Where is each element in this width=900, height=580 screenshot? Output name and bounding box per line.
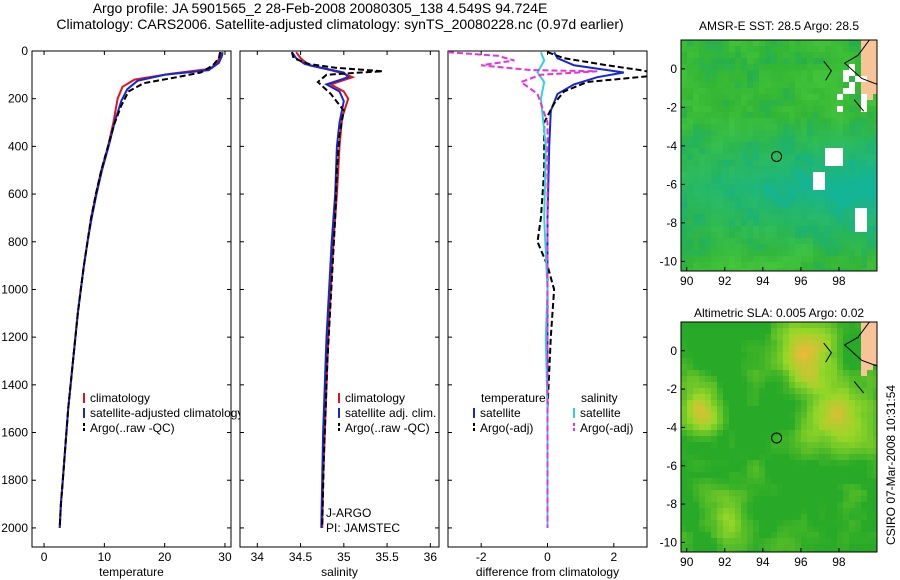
coastline bbox=[843, 322, 877, 367]
map-y-tick-label: -2 bbox=[666, 382, 677, 396]
map-y-tick-label: -10 bbox=[660, 254, 678, 268]
x-tick-label: -2 bbox=[476, 550, 487, 564]
profile-panels: 0 10 20 30020040060080010001200140016001800… bbox=[1, 44, 648, 579]
x-tick-label: 0 bbox=[41, 550, 48, 564]
map-title: AMSR-E SST: 28.5 Argo: 28.5 bbox=[699, 19, 859, 33]
y-tick-label: 200 bbox=[8, 92, 28, 106]
x-tick-label: 20 bbox=[158, 550, 172, 564]
island-outline bbox=[853, 381, 865, 394]
altimetric-sla-map: Altimetric SLA: 0.005 Argo: 0.02 90 92 94 96… bbox=[660, 306, 878, 569]
map-x-tick-label: 90 bbox=[680, 274, 694, 288]
map-x-tick-label: 90 bbox=[680, 555, 694, 569]
amsr-e-sst-map: AMSR-E SST: 28.5 Argo: 28.5 90 92 94 96 98 0 -2… bbox=[660, 19, 878, 288]
map-raster bbox=[681, 322, 877, 552]
map-x-tick-label: 92 bbox=[718, 555, 732, 569]
map-x-tick-label: 94 bbox=[756, 274, 770, 288]
salinity-profile-panel: 34 34.5 35 35.5 36 salinity climatologysatelli… bbox=[239, 50, 440, 579]
map-y-tick-label: -8 bbox=[666, 216, 677, 230]
legend-satellite-label: satellite adj. clim. bbox=[345, 406, 436, 420]
plot-frame bbox=[31, 50, 232, 548]
map-x-tick-label: 96 bbox=[794, 555, 808, 569]
y-tick-label: 1600 bbox=[1, 426, 28, 440]
map-y-tick-label: -6 bbox=[666, 177, 677, 191]
island-outline bbox=[853, 99, 865, 112]
island-outline bbox=[823, 342, 832, 363]
legend-argo-label: Argo(..raw -QC) bbox=[345, 421, 430, 435]
x-axis-label: temperature bbox=[99, 565, 164, 579]
y-tick-label: 600 bbox=[8, 187, 28, 201]
argo-location-marker bbox=[771, 432, 783, 444]
series-line-argo bbox=[290, 51, 383, 528]
x-tick-label: 30 bbox=[218, 550, 232, 564]
legend-satellite-label: satellite-adjusted climatology bbox=[90, 406, 243, 420]
coastline bbox=[843, 40, 877, 85]
legend-climatology-label: climatology bbox=[345, 391, 405, 405]
x-tick-label: 35 bbox=[337, 550, 351, 564]
y-tick-label: 1800 bbox=[1, 473, 28, 487]
legend-temp-satellite-label: satellite bbox=[480, 406, 521, 420]
footer-credit: CSIRO 07-Mar-2008 10:31:54 bbox=[884, 385, 898, 545]
y-tick-label: 1000 bbox=[1, 282, 28, 296]
map-y-tick-label: 0 bbox=[670, 344, 677, 358]
y-tick-label: 800 bbox=[8, 235, 28, 249]
series-line-argo bbox=[58, 52, 222, 528]
map-raster bbox=[681, 40, 877, 271]
series-group bbox=[448, 51, 647, 528]
y-tick-label: 0 bbox=[21, 44, 28, 58]
x-axis-label: salinity bbox=[321, 565, 358, 579]
x-tick-label: 0 bbox=[544, 550, 551, 564]
map-y-tick-label: -10 bbox=[660, 535, 678, 549]
x-axis-label: difference from climatology bbox=[476, 565, 619, 579]
series-group bbox=[58, 52, 224, 528]
x-tick-label: 2 bbox=[610, 550, 617, 564]
title-line-2: Climatology: CARS2006. Satellite-adjuste… bbox=[56, 16, 624, 32]
legend-argo-label: Argo(..raw -QC) bbox=[90, 421, 175, 435]
map-x-tick-label: 92 bbox=[718, 274, 732, 288]
legend-temp-argo-label: Argo(-adj) bbox=[480, 421, 533, 435]
y-tick-label: 2000 bbox=[1, 521, 28, 535]
map-y-tick-label: 0 bbox=[670, 62, 677, 76]
map-y-tick-label: -4 bbox=[666, 420, 677, 434]
argo-location-marker bbox=[771, 150, 783, 162]
legend-temperature-title: temperature bbox=[481, 391, 546, 405]
series-line-salinity-satellite bbox=[536, 51, 549, 528]
map-panels: AMSR-E SST: 28.5 Argo: 28.5 90 92 94 96 98 0 -2… bbox=[660, 19, 878, 569]
map-y-tick-label: -6 bbox=[666, 459, 677, 473]
map-y-tick-label: -8 bbox=[666, 497, 677, 511]
map-title: Altimetric SLA: 0.005 Argo: 0.02 bbox=[694, 306, 864, 320]
map-x-tick-label: 96 bbox=[794, 274, 808, 288]
legend-climatology-label: climatology bbox=[90, 391, 150, 405]
figure-title: Argo profile: JA 5901565_2 28-Feb-2008 2… bbox=[0, 0, 680, 32]
map-y-tick-label: -4 bbox=[666, 139, 677, 153]
annotation-pi: PI: JAMSTEC bbox=[326, 521, 400, 535]
x-tick-label: 34 bbox=[251, 550, 265, 564]
y-tick-label: 1200 bbox=[1, 330, 28, 344]
map-x-tick-label: 94 bbox=[756, 555, 770, 569]
legend-sal-argo-label: Argo(-adj) bbox=[580, 421, 633, 435]
map-frame bbox=[680, 321, 878, 553]
y-tick-label: 1400 bbox=[1, 378, 28, 392]
island-outline bbox=[823, 60, 832, 81]
temperature-profile-panel: 0 10 20 30 0 200 400 600 800 1000 1200 1400 1600 1800… bbox=[1, 44, 243, 579]
x-tick-label: 10 bbox=[98, 550, 112, 564]
series-line-satellite-adjusted bbox=[58, 52, 224, 528]
legend-sal-satellite-label: satellite bbox=[580, 406, 621, 420]
annotation-float-program: J-ARGO bbox=[326, 506, 371, 520]
map-x-tick-label: 98 bbox=[832, 274, 846, 288]
map-y-tick-label: -2 bbox=[666, 100, 677, 114]
series-group bbox=[290, 51, 383, 528]
y-tick-label: 400 bbox=[8, 139, 28, 153]
title-line-1: Argo profile: JA 5901565_2 28-Feb-2008 2… bbox=[92, 0, 548, 16]
x-tick-label: 36 bbox=[424, 550, 438, 564]
map-x-tick-label: 98 bbox=[832, 555, 846, 569]
legend-salinity-title: salinity bbox=[581, 391, 618, 405]
series-line-satellite bbox=[291, 51, 350, 528]
map-frame bbox=[680, 39, 878, 272]
x-tick-label: 35.5 bbox=[375, 550, 399, 564]
x-tick-label: 34.5 bbox=[289, 550, 313, 564]
series-line-salinity-argo bbox=[448, 51, 598, 528]
